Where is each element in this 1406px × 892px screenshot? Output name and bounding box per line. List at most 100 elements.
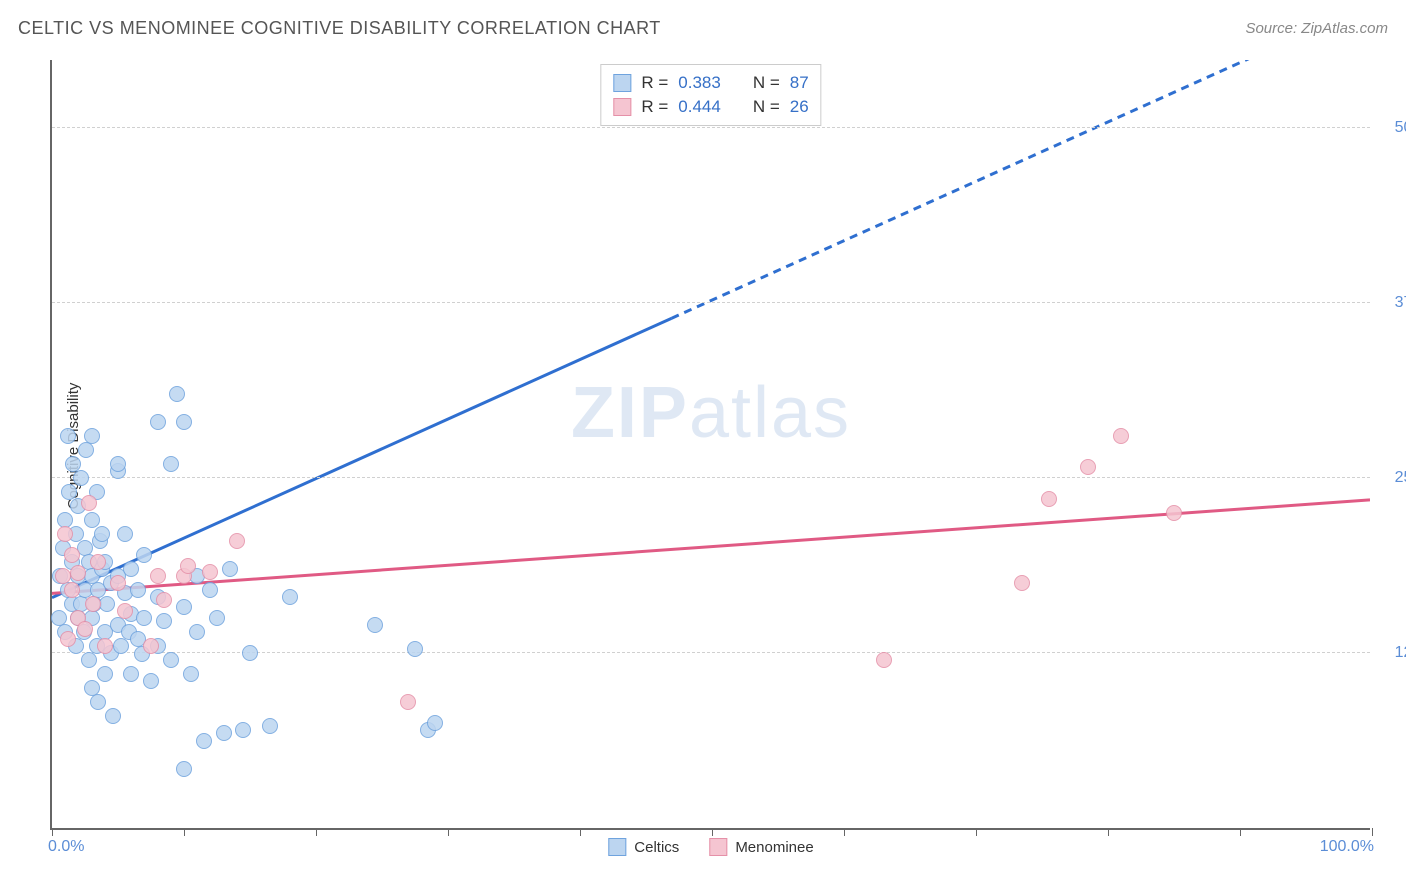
x-tick-mark bbox=[448, 828, 449, 836]
scatter-point bbox=[222, 561, 238, 577]
scatter-point bbox=[84, 512, 100, 528]
legend-label-menominee: Menominee bbox=[735, 839, 813, 856]
legend-label-celtics: Celtics bbox=[634, 839, 679, 856]
r-label: R = bbox=[641, 73, 668, 93]
x-tick-mark bbox=[844, 828, 845, 836]
scatter-point bbox=[176, 761, 192, 777]
scatter-point bbox=[202, 582, 218, 598]
chart-title: CELTIC VS MENOMINEE COGNITIVE DISABILITY… bbox=[18, 18, 661, 39]
scatter-point bbox=[136, 547, 152, 563]
x-tick-mark bbox=[1240, 828, 1241, 836]
scatter-point bbox=[97, 666, 113, 682]
n-value-celtics: 87 bbox=[790, 73, 809, 93]
swatch-celtics bbox=[613, 74, 631, 92]
scatter-point bbox=[81, 495, 97, 511]
scatter-point bbox=[73, 470, 89, 486]
scatter-point bbox=[163, 652, 179, 668]
scatter-point bbox=[81, 652, 97, 668]
x-tick-label: 100.0% bbox=[1320, 838, 1374, 856]
y-tick-label: 12.5% bbox=[1380, 644, 1406, 662]
scatter-point bbox=[400, 694, 416, 710]
scatter-point bbox=[1166, 505, 1182, 521]
n-label: N = bbox=[753, 73, 780, 93]
scatter-point bbox=[180, 558, 196, 574]
scatter-point bbox=[90, 694, 106, 710]
scatter-point bbox=[1113, 428, 1129, 444]
scatter-point bbox=[143, 638, 159, 654]
legend-stats-box: R = 0.383 N = 87 R = 0.444 N = 26 bbox=[600, 64, 821, 126]
r-value-celtics: 0.383 bbox=[678, 73, 721, 93]
scatter-point bbox=[110, 575, 126, 591]
swatch-menominee bbox=[613, 98, 631, 116]
legend-stats-row-menominee: R = 0.444 N = 26 bbox=[613, 95, 808, 119]
trend-lines bbox=[52, 60, 1370, 828]
scatter-point bbox=[70, 565, 86, 581]
scatter-point bbox=[282, 589, 298, 605]
y-tick-label: 37.5% bbox=[1380, 294, 1406, 312]
scatter-point bbox=[64, 582, 80, 598]
scatter-point bbox=[84, 428, 100, 444]
scatter-point bbox=[407, 641, 423, 657]
bottom-legend: Celtics Menominee bbox=[608, 838, 813, 856]
scatter-point bbox=[189, 624, 205, 640]
swatch-celtics bbox=[608, 838, 626, 856]
scatter-point bbox=[130, 582, 146, 598]
x-tick-mark bbox=[1108, 828, 1109, 836]
scatter-point bbox=[97, 638, 113, 654]
y-tick-label: 50.0% bbox=[1380, 119, 1406, 137]
scatter-point bbox=[169, 386, 185, 402]
scatter-point bbox=[262, 718, 278, 734]
scatter-point bbox=[216, 725, 232, 741]
gridline bbox=[52, 302, 1370, 303]
scatter-point bbox=[235, 722, 251, 738]
x-tick-mark bbox=[184, 828, 185, 836]
x-tick-mark bbox=[580, 828, 581, 836]
gridline bbox=[52, 127, 1370, 128]
scatter-point bbox=[105, 708, 121, 724]
scatter-point bbox=[150, 414, 166, 430]
scatter-point bbox=[99, 596, 115, 612]
scatter-point bbox=[229, 533, 245, 549]
scatter-point bbox=[1041, 491, 1057, 507]
scatter-point bbox=[176, 599, 192, 615]
y-tick-label: 25.0% bbox=[1380, 469, 1406, 487]
watermark-zip: ZIP bbox=[571, 373, 689, 453]
scatter-point bbox=[94, 526, 110, 542]
gridline bbox=[52, 477, 1370, 478]
r-value-menominee: 0.444 bbox=[678, 97, 721, 117]
scatter-point bbox=[77, 621, 93, 637]
scatter-point bbox=[156, 613, 172, 629]
scatter-point bbox=[85, 596, 101, 612]
scatter-point bbox=[117, 603, 133, 619]
swatch-menominee bbox=[709, 838, 727, 856]
x-tick-mark bbox=[976, 828, 977, 836]
legend-item-menominee: Menominee bbox=[709, 838, 813, 856]
scatter-point bbox=[136, 610, 152, 626]
x-tick-mark bbox=[1372, 828, 1373, 836]
x-tick-mark bbox=[712, 828, 713, 836]
scatter-point bbox=[876, 652, 892, 668]
scatter-point bbox=[202, 564, 218, 580]
scatter-point bbox=[196, 733, 212, 749]
scatter-point bbox=[367, 617, 383, 633]
watermark-atlas: atlas bbox=[689, 373, 851, 453]
scatter-point bbox=[123, 666, 139, 682]
n-value-menominee: 26 bbox=[790, 97, 809, 117]
scatter-point bbox=[176, 414, 192, 430]
legend-stats-row-celtics: R = 0.383 N = 87 bbox=[613, 71, 808, 95]
n-label: N = bbox=[753, 97, 780, 117]
x-tick-mark bbox=[316, 828, 317, 836]
scatter-point bbox=[123, 561, 139, 577]
scatter-point bbox=[242, 645, 258, 661]
x-tick-label: 0.0% bbox=[48, 838, 84, 856]
scatter-point bbox=[427, 715, 443, 731]
legend-item-celtics: Celtics bbox=[608, 838, 679, 856]
scatter-point bbox=[110, 456, 126, 472]
scatter-point bbox=[1080, 459, 1096, 475]
scatter-point bbox=[156, 592, 172, 608]
scatter-point bbox=[1014, 575, 1030, 591]
plot-area: ZIPatlas R = 0.383 N = 87 R = 0.444 N = … bbox=[50, 60, 1370, 830]
scatter-point bbox=[64, 547, 80, 563]
scatter-point bbox=[90, 554, 106, 570]
scatter-point bbox=[113, 638, 129, 654]
